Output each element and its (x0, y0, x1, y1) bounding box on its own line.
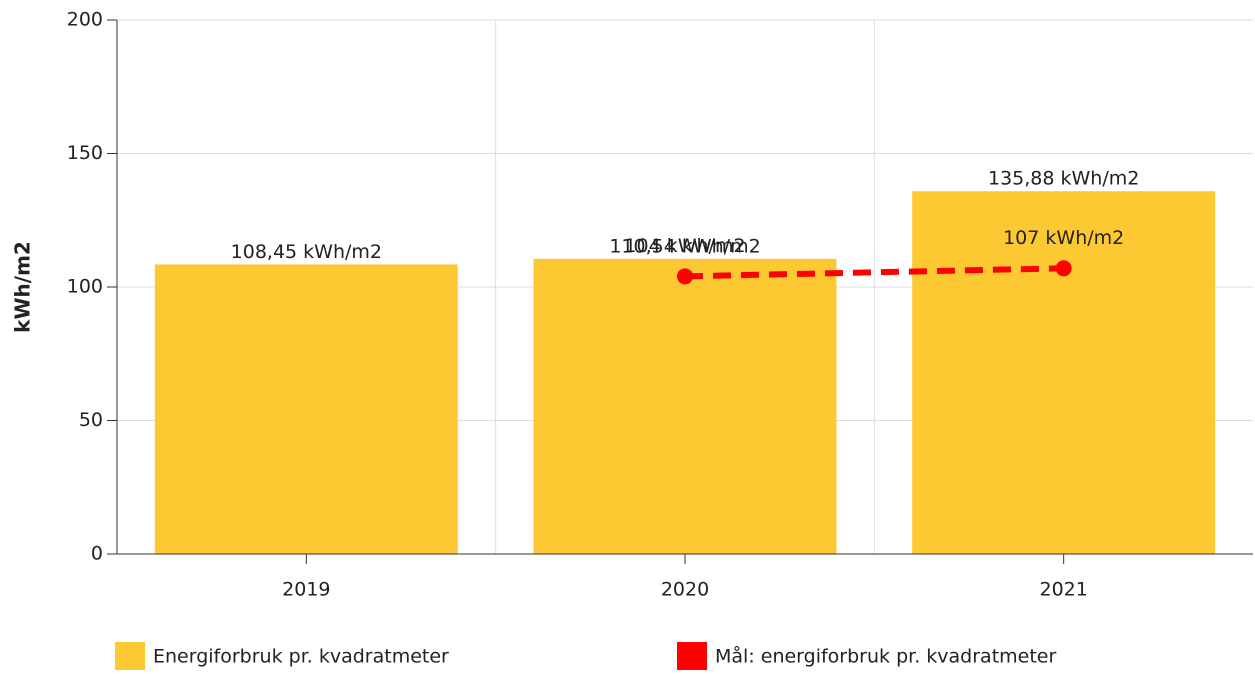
y-tick-label: 0 (91, 543, 103, 565)
legend-swatch (115, 642, 145, 672)
bar (912, 191, 1216, 555)
bar (533, 258, 837, 554)
target-point (1055, 260, 1072, 277)
data-label: 108,45 kWh/m2 (231, 241, 382, 263)
y-tick-label: 100 (67, 276, 103, 298)
x-tick-label: 2019 (282, 579, 330, 601)
y-axis-label: kWh/m2 (11, 241, 35, 333)
target-line (684, 265, 1064, 280)
bar (154, 264, 458, 554)
data-label: 110,54 kWh/m2 (609, 235, 760, 257)
x-tick-label: 2021 (1039, 579, 1087, 601)
target-point (677, 268, 693, 285)
data-label: 135,88 kWh/m2 (988, 168, 1139, 190)
y-tick-label: 150 (67, 142, 103, 164)
legend-label: Energiforbruk pr. kvadratmeter (153, 646, 449, 668)
x-tick-label: 2020 (661, 579, 709, 601)
y-tick-label: 50 (79, 409, 103, 431)
legend-swatch (677, 642, 707, 672)
y-tick-label: 200 (67, 9, 103, 31)
data-label: 107 kWh/m2 (1003, 227, 1124, 249)
data-label: 104 kWh/m2 (624, 235, 745, 257)
legend-label: Mål: energiforbruk pr. kvadratmeter (715, 645, 1056, 668)
